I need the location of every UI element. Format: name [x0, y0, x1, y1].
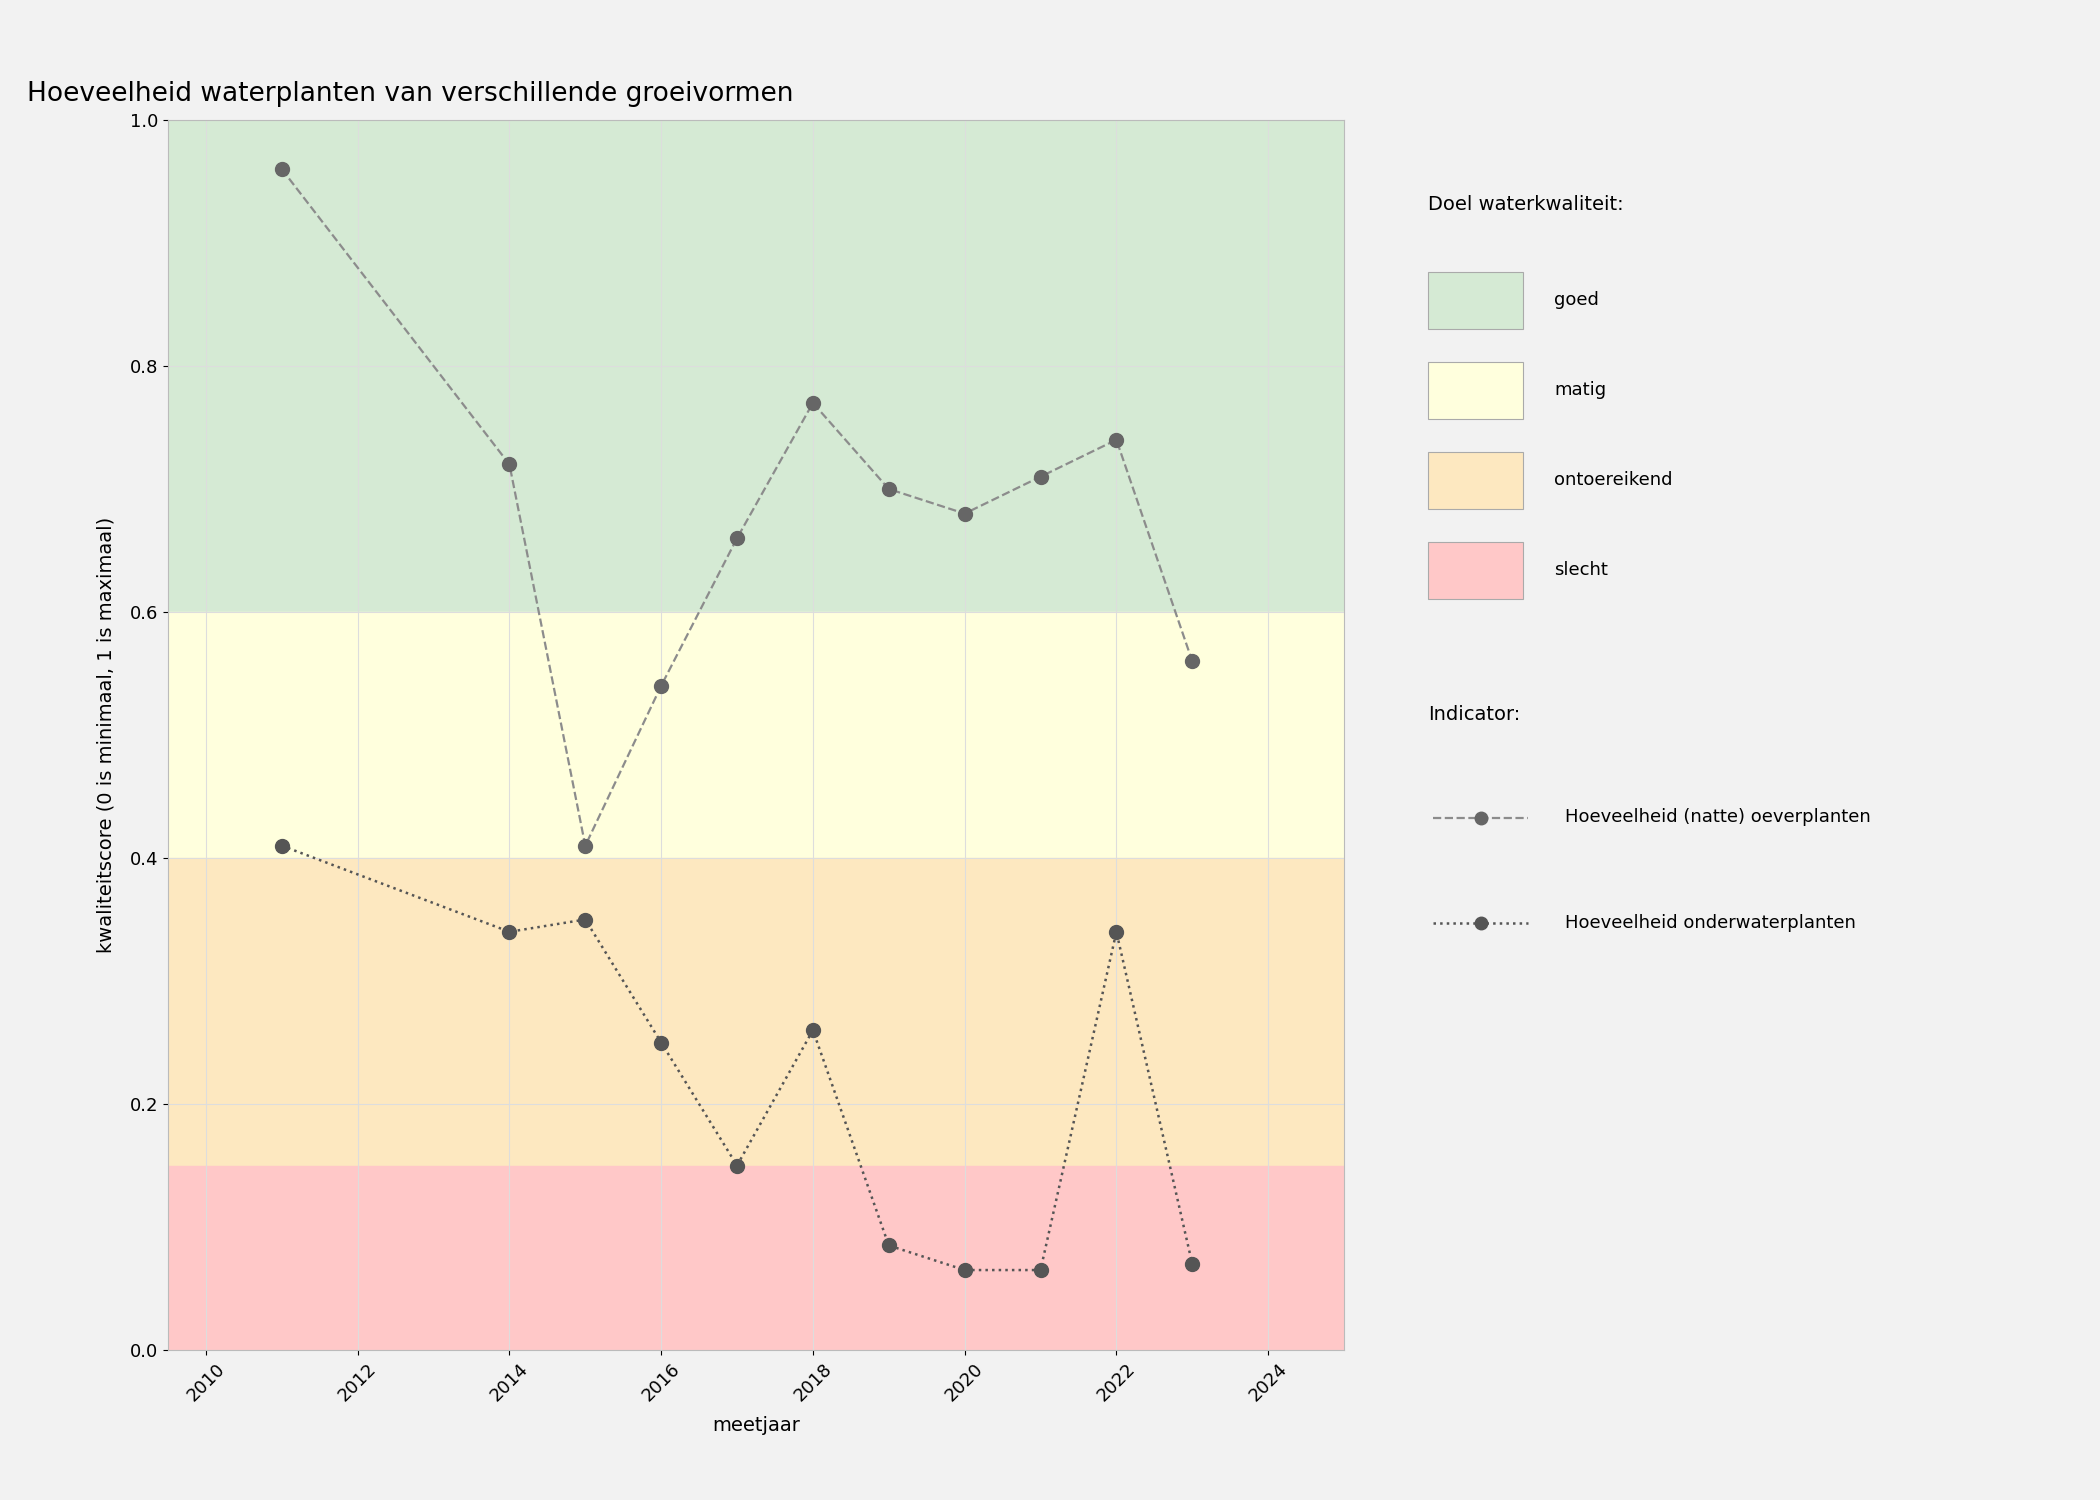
- Bar: [168, 612, 1344, 858]
- Bar: [168, 120, 1344, 612]
- X-axis label: meetjaar: meetjaar: [712, 1416, 800, 1436]
- Text: Hoeveelheid onderwaterplanten: Hoeveelheid onderwaterplanten: [1564, 914, 1856, 932]
- Text: Doel waterkwaliteit:: Doel waterkwaliteit:: [1428, 195, 1623, 214]
- Text: Indicator:: Indicator:: [1428, 705, 1520, 724]
- Y-axis label: kwaliteitscore (0 is minimaal, 1 is maximaal): kwaliteitscore (0 is minimaal, 1 is maxi…: [97, 518, 116, 952]
- Text: slecht: slecht: [1554, 561, 1609, 579]
- Text: matig: matig: [1554, 381, 1606, 399]
- Text: goed: goed: [1554, 291, 1598, 309]
- Bar: [168, 858, 1344, 1166]
- Text: ontoereikend: ontoereikend: [1554, 471, 1672, 489]
- Text: Hoeveelheid (natte) oeverplanten: Hoeveelheid (natte) oeverplanten: [1564, 808, 1871, 826]
- Bar: [168, 1166, 1344, 1350]
- Text: Hoeveelheid waterplanten van verschillende groeivormen: Hoeveelheid waterplanten van verschillen…: [27, 81, 794, 106]
